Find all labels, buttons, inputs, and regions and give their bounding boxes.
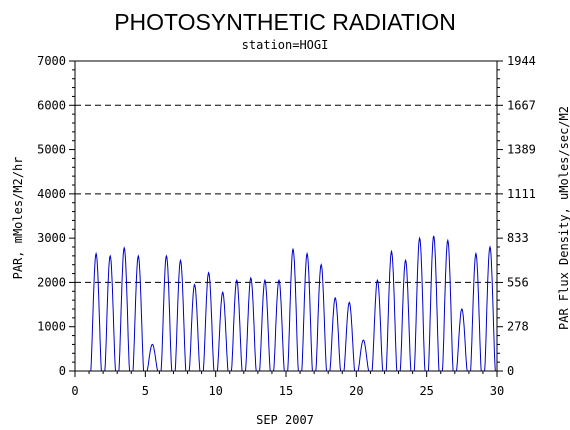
- right-y-tick-label: 833: [507, 231, 529, 245]
- right-y-tick-label: 556: [507, 275, 529, 289]
- x-axis-title: SEP 2007: [256, 413, 314, 427]
- gridlines: [75, 104, 497, 283]
- right-y-axis-title: PAR Flux Density, uMoles/sec/M2: [557, 106, 570, 330]
- right-y-tick-label: 1389: [507, 143, 536, 157]
- left-y-axis: 0 1000 2000 3000 4000 5000 6000 7000: [37, 54, 75, 378]
- left-y-tick-label: 6000: [37, 98, 66, 112]
- right-y-axis: 0 278 556 833 1111 1389 1667 1944: [497, 54, 536, 378]
- left-y-tick-label: 4000: [37, 187, 66, 201]
- left-y-tick-label: 7000: [37, 54, 66, 68]
- x-tick-label: 20: [349, 384, 363, 398]
- x-tick-label: 15: [279, 384, 293, 398]
- x-tick-label: 0: [71, 384, 78, 398]
- right-y-tick-label: 1111: [507, 187, 536, 201]
- left-y-tick-label: 3000: [37, 231, 66, 245]
- chart-title: PHOTOSYNTHETIC RADIATION: [114, 9, 456, 35]
- x-axis: 0 5 10 15 20 25 30: [71, 371, 504, 398]
- right-y-tick-label: 1667: [507, 98, 536, 112]
- right-y-tick-label: 1944: [507, 54, 536, 68]
- x-tick-label: 30: [490, 384, 504, 398]
- x-tick-label: 5: [142, 384, 149, 398]
- left-y-tick-label: 2000: [37, 275, 66, 289]
- left-y-axis-title: PAR, mMoles/M2/hr: [11, 157, 25, 280]
- x-tick-label: 10: [208, 384, 222, 398]
- plot-frame: [74, 60, 498, 372]
- par-series-line: [89, 235, 497, 372]
- left-y-tick-label: 1000: [37, 320, 66, 334]
- right-y-tick-label: 278: [507, 320, 529, 334]
- chart-subtitle: station=HOGI: [242, 38, 329, 52]
- left-y-tick-label: 5000: [37, 143, 66, 157]
- right-y-tick-label: 0: [507, 364, 514, 378]
- left-y-tick-label: 0: [59, 364, 66, 378]
- x-tick-label: 25: [419, 384, 433, 398]
